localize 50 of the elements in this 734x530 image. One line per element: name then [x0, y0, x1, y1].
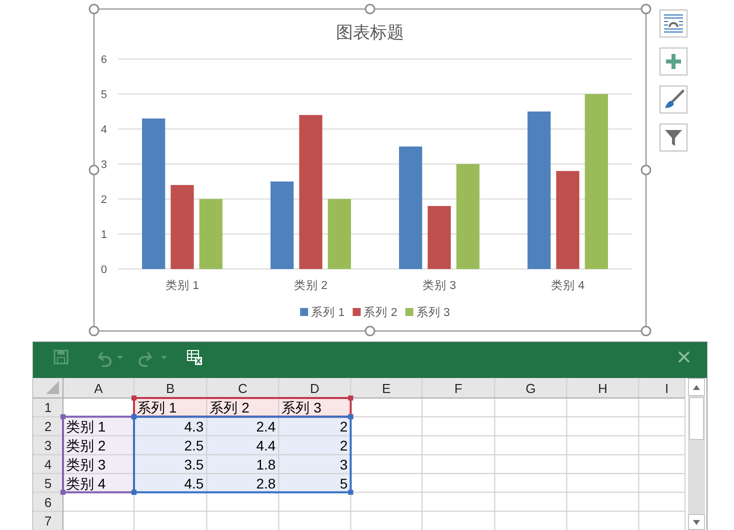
cell-value: 4.5 [184, 475, 204, 492]
x-tick-label: 类别 1 [165, 280, 200, 292]
column-header: F [454, 381, 462, 396]
y-tick-label: 4 [100, 124, 107, 136]
legend-label: 系列 2 [364, 307, 398, 319]
y-tick-label: 5 [100, 89, 107, 101]
row-header: 2 [44, 419, 52, 434]
cell-label: 类别 3 [66, 456, 106, 472]
y-tick-label: 3 [100, 159, 107, 171]
title: 图表标题 [336, 23, 404, 42]
column-header: D [310, 381, 320, 396]
cell-value: 3 [340, 456, 348, 472]
column-header: C [238, 381, 248, 396]
cell-value: 1.8 [256, 456, 276, 472]
cell-label: 系列 1 [137, 400, 177, 416]
cell-label: 类别 2 [66, 438, 106, 454]
cell-value: 2 [340, 418, 348, 435]
column-header: H [598, 381, 608, 396]
row-header: 6 [44, 494, 52, 510]
y-tick-label: 2 [100, 194, 107, 206]
legend-label: 系列 3 [416, 307, 450, 319]
y-tick-label: 0 [100, 264, 107, 276]
x-tick-label: 类别 3 [422, 280, 456, 292]
column-header: I [665, 381, 669, 396]
row-header: 3 [44, 438, 52, 454]
column-header: B [166, 381, 175, 396]
cell-label: 类别 4 [66, 475, 106, 492]
cell-value: 4.4 [256, 438, 276, 454]
y-tick-label: 1 [100, 229, 107, 241]
y-tick-label: 6 [100, 54, 107, 66]
cell-value: 2 [340, 438, 348, 454]
column-header: G [526, 381, 536, 396]
cell-label: 系列 2 [210, 400, 250, 416]
cell-value: 2.5 [184, 438, 204, 454]
cell-label: 类别 1 [66, 418, 106, 435]
legend-label: 系列 1 [311, 307, 345, 319]
cell-value: 4.3 [184, 418, 204, 435]
row-header: 1 [44, 400, 52, 416]
cell-label: 系列 3 [282, 400, 322, 416]
cell-value: 5 [340, 475, 348, 492]
row-header: 4 [44, 457, 52, 472]
row-header: 5 [44, 476, 52, 491]
cell-value: 3.5 [184, 456, 204, 472]
row-header: 7 [44, 514, 52, 528]
cell-value: 2.4 [256, 418, 276, 435]
x-tick-label: 类别 4 [550, 280, 585, 292]
column-header: A [94, 381, 103, 396]
x-tick-label: 类别 2 [294, 280, 328, 292]
cell-value: 2.8 [256, 475, 276, 492]
column-header: E [382, 381, 391, 396]
